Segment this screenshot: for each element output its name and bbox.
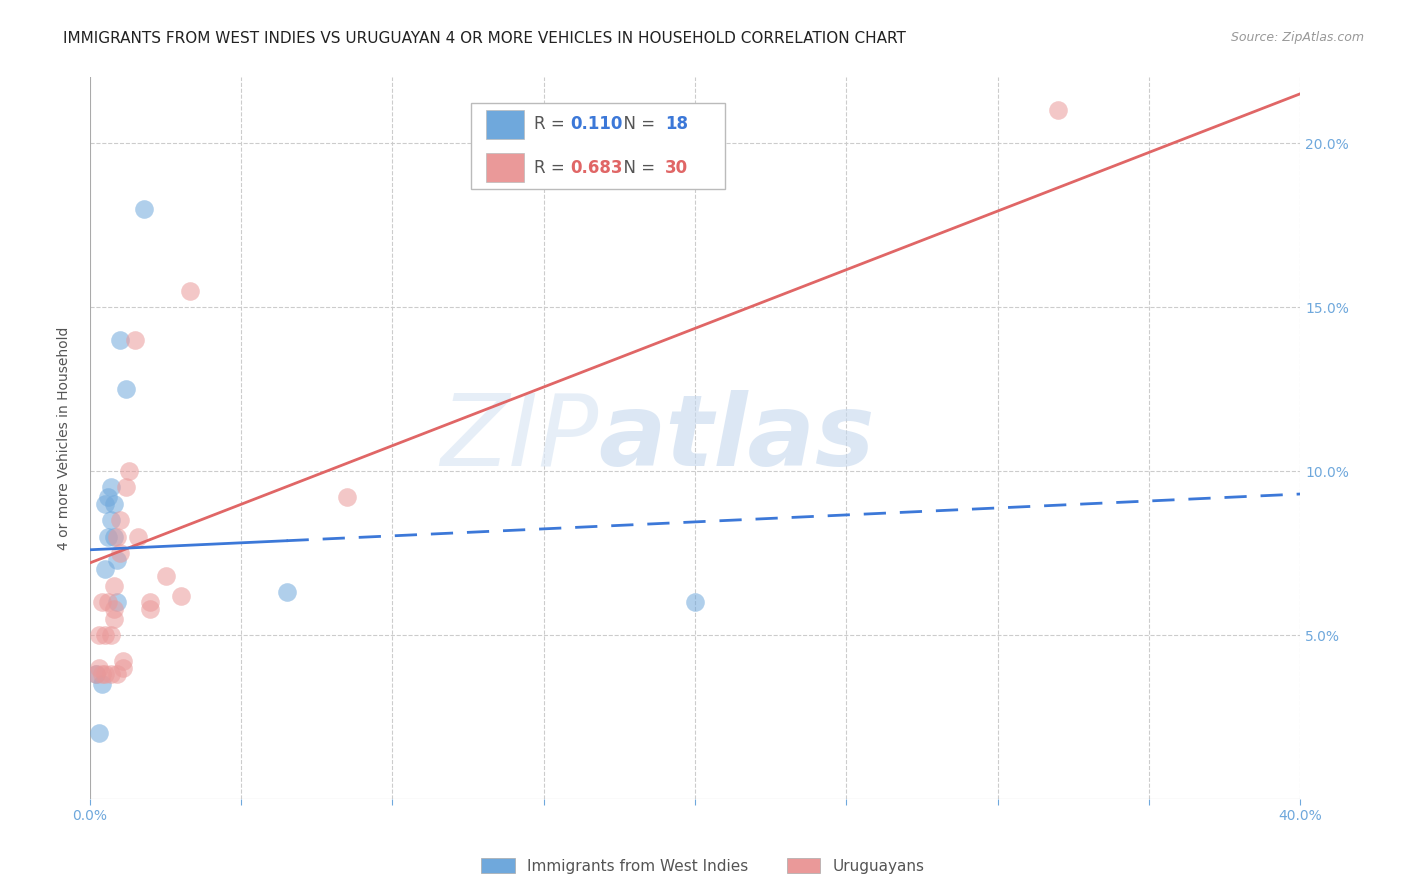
Text: 0.110: 0.110 <box>571 115 623 133</box>
Point <box>103 612 125 626</box>
Point <box>112 654 135 668</box>
Text: N =: N = <box>613 115 659 133</box>
Text: R =: R = <box>534 115 569 133</box>
Point <box>91 677 114 691</box>
Point <box>134 202 156 216</box>
FancyBboxPatch shape <box>485 153 524 182</box>
Text: ZIP: ZIP <box>440 390 598 487</box>
Point <box>103 530 125 544</box>
Point <box>103 579 125 593</box>
Text: 18: 18 <box>665 115 688 133</box>
Y-axis label: 4 or more Vehicles in Household: 4 or more Vehicles in Household <box>58 326 72 550</box>
Point <box>105 530 128 544</box>
Point <box>91 667 114 681</box>
Point <box>683 595 706 609</box>
Point <box>108 513 131 527</box>
Text: N =: N = <box>613 159 659 177</box>
Point <box>94 667 117 681</box>
Point <box>112 661 135 675</box>
Point <box>100 628 122 642</box>
Point <box>108 546 131 560</box>
Point <box>105 667 128 681</box>
Point <box>94 497 117 511</box>
Point <box>1047 103 1070 118</box>
Text: IMMIGRANTS FROM WEST INDIES VS URUGUAYAN 4 OR MORE VEHICLES IN HOUSEHOLD CORRELA: IMMIGRANTS FROM WEST INDIES VS URUGUAYAN… <box>63 31 905 46</box>
Point <box>94 628 117 642</box>
Point <box>100 513 122 527</box>
Point <box>97 530 120 544</box>
Point <box>115 382 138 396</box>
Text: R =: R = <box>534 159 569 177</box>
Point <box>84 667 107 681</box>
Point <box>94 562 117 576</box>
Point <box>87 726 110 740</box>
Point <box>127 530 149 544</box>
Legend: Immigrants from West Indies, Uruguayans: Immigrants from West Indies, Uruguayans <box>475 852 931 880</box>
Point <box>97 595 120 609</box>
Point <box>97 491 120 505</box>
Point <box>105 595 128 609</box>
Point <box>108 333 131 347</box>
Point <box>124 333 146 347</box>
Point <box>103 497 125 511</box>
Point <box>139 602 162 616</box>
Point <box>87 661 110 675</box>
FancyBboxPatch shape <box>471 103 725 189</box>
Point <box>100 667 122 681</box>
Point <box>179 284 201 298</box>
FancyBboxPatch shape <box>485 110 524 139</box>
Point <box>170 589 193 603</box>
Point <box>336 491 359 505</box>
Point <box>91 595 114 609</box>
Point <box>100 480 122 494</box>
Point <box>139 595 162 609</box>
Text: Source: ZipAtlas.com: Source: ZipAtlas.com <box>1230 31 1364 45</box>
Point <box>87 628 110 642</box>
Text: atlas: atlas <box>598 390 875 487</box>
Point <box>105 552 128 566</box>
Point <box>84 667 107 681</box>
Text: 30: 30 <box>665 159 688 177</box>
Point <box>276 585 298 599</box>
Point <box>115 480 138 494</box>
Text: 0.683: 0.683 <box>571 159 623 177</box>
Point <box>155 569 177 583</box>
Point <box>118 464 141 478</box>
Point <box>103 602 125 616</box>
